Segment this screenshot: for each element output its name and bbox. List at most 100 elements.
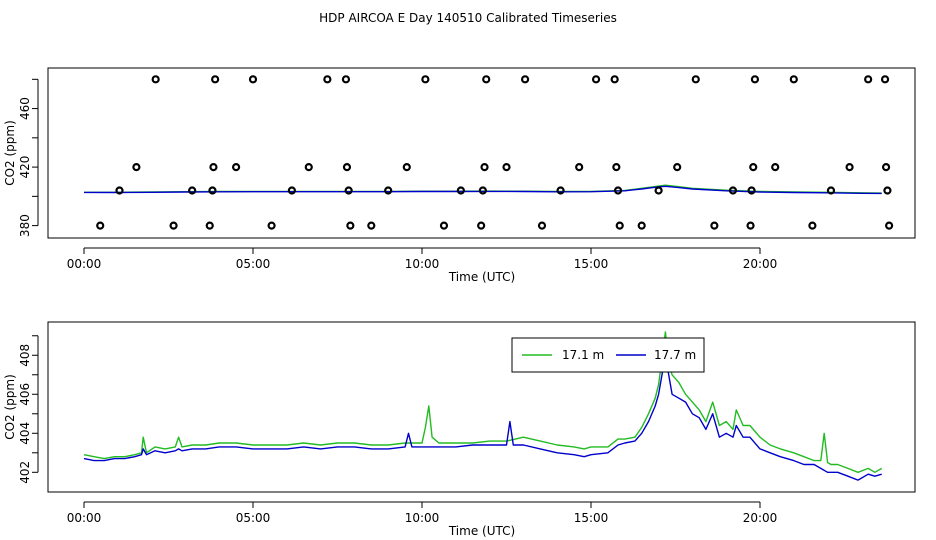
calibration-point: [520, 75, 530, 84]
calibration-point: [615, 221, 624, 230]
calibration-point: [478, 186, 487, 195]
legend-label-17-1m: 17.1 m: [562, 348, 604, 362]
calibration-point: [482, 75, 491, 84]
calibration-point: [267, 221, 276, 230]
y-tick-label: 408: [18, 344, 32, 367]
calibration-point: [771, 162, 780, 172]
calibration-point: [188, 186, 197, 195]
y-tick-label: 380: [18, 214, 32, 237]
y-tick-label: 402: [18, 461, 32, 484]
calibration-point: [341, 75, 351, 84]
calibration-point: [591, 75, 601, 84]
calibration-point: [169, 221, 178, 230]
calibration-point: [208, 186, 217, 195]
calibration-point: [826, 186, 836, 195]
calibration-point: [132, 162, 141, 172]
calibration-point: [211, 75, 220, 84]
top-y-axis-label: CO2 (ppm): [3, 120, 17, 186]
bottom-x-axis-label: Time (UTC): [448, 524, 515, 538]
top-x-axis: 00:00 05:00 10:00 15:00 20:00: [67, 247, 778, 271]
bottom-y-axis: 402 404 406 408: [18, 335, 39, 484]
calibration-point: [612, 162, 621, 172]
calibration-point: [883, 186, 892, 195]
calibration-point: [880, 75, 890, 84]
calibration-point: [710, 221, 719, 230]
calibration-point: [342, 162, 352, 172]
series-line-17-7-m: [83, 185, 882, 195]
x-tick-label: 10:00: [405, 511, 440, 525]
calibration-point: [323, 75, 332, 84]
bottom-series-lines: [83, 331, 883, 481]
calibration-point: [287, 186, 296, 195]
calibration-point: [96, 221, 105, 230]
calibration-point: [115, 186, 124, 195]
y-tick-label: 404: [18, 422, 32, 445]
bottom-plot-frame: [47, 321, 916, 493]
calibration-point: [205, 221, 214, 230]
x-tick-label: 15:00: [574, 257, 609, 271]
legend-label-17-7m: 17.7 m: [654, 348, 696, 362]
calibration-point: [344, 186, 353, 195]
x-tick-label: 20:00: [743, 511, 778, 525]
calibration-point: [304, 162, 313, 172]
y-tick-label: 460: [18, 97, 32, 120]
calibration-point: [537, 221, 547, 230]
calibration-point: [456, 186, 465, 195]
calibration-point: [209, 162, 218, 172]
x-tick-label: 05:00: [236, 511, 271, 525]
calibration-point: [477, 221, 486, 230]
calibration-point: [367, 221, 376, 230]
calibration-point: [789, 75, 798, 84]
calibration-point: [575, 162, 584, 172]
calibration-point: [556, 186, 565, 195]
calibration-point: [480, 162, 489, 172]
calibration-point: [749, 162, 758, 172]
calibration-point: [637, 221, 646, 230]
calibration-point: [728, 186, 738, 195]
calibration-point: [151, 75, 160, 84]
bottom-y-axis-label: CO2 (ppm): [3, 374, 17, 440]
x-tick-label: 05:00: [236, 257, 271, 271]
top-series-lines: [83, 184, 882, 195]
y-tick-label: 406: [18, 383, 32, 406]
chart-title: HDP AIRCOA E Day 140510 Calibrated Times…: [319, 11, 617, 25]
calibration-point: [746, 221, 755, 230]
calibration-point: [421, 75, 430, 84]
top-calibration-points: [96, 75, 894, 230]
x-tick-label: 15:00: [574, 511, 609, 525]
calibration-point: [654, 186, 663, 195]
bottom-x-axis: 00:00 05:00 10:00 15:00 20:00: [67, 501, 778, 525]
calibration-point: [346, 221, 355, 230]
calibration-point: [885, 221, 894, 230]
calibration-point: [864, 75, 873, 84]
calibration-point: [750, 75, 760, 84]
bottom-panel: 00:00 05:00 10:00 15:00 20:00 402 404 406 408 T…: [3, 321, 916, 538]
calibration-point: [502, 162, 511, 172]
top-y-axis: 380 420 460: [18, 78, 39, 237]
calibration-point: [613, 186, 623, 195]
calibration-point: [691, 75, 700, 84]
x-tick-label: 00:00: [67, 257, 102, 271]
calibration-point: [845, 162, 854, 172]
calibration-point: [402, 162, 411, 172]
calibration-point: [439, 221, 449, 230]
x-tick-label: 10:00: [405, 257, 440, 271]
top-plot-frame: [47, 67, 916, 239]
calibration-point: [881, 162, 891, 172]
calibration-point: [384, 186, 393, 195]
series-line-17-1-m: [83, 331, 883, 473]
calibration-point: [673, 162, 682, 172]
calibration-point: [232, 162, 241, 172]
calibration-point: [248, 75, 258, 84]
calibration-point: [610, 75, 619, 84]
top-panel: 00:00 05:00 10:00 15:00 20:00 380 420 460 Time…: [3, 67, 916, 284]
x-tick-label: 20:00: [743, 257, 778, 271]
calibration-point: [808, 221, 817, 230]
series-line-17-7-m: [83, 354, 882, 481]
legend: 17.1 m 17.7 m: [511, 337, 705, 373]
calibration-point: [747, 186, 756, 195]
y-tick-label: 420: [18, 156, 32, 179]
top-x-axis-label: Time (UTC): [448, 270, 515, 284]
x-tick-label: 00:00: [67, 511, 102, 525]
